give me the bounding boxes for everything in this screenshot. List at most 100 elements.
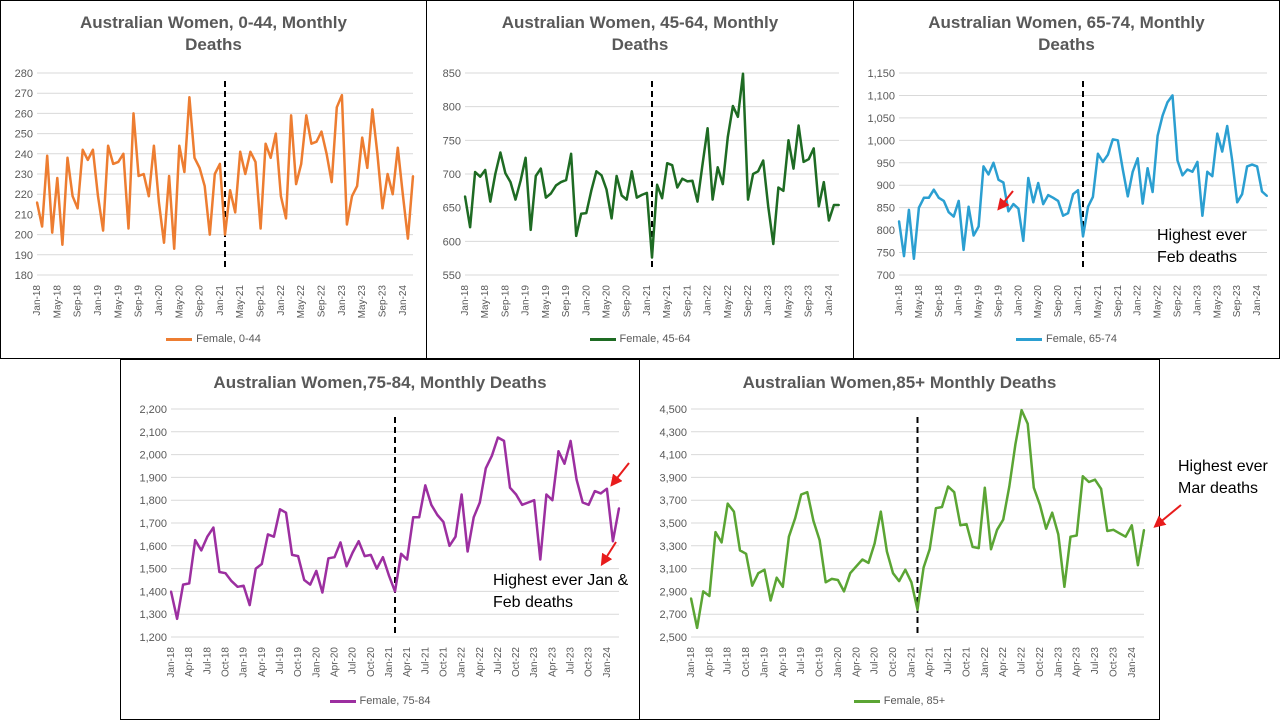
data-point xyxy=(1075,534,1078,537)
data-point xyxy=(757,170,760,173)
data-point xyxy=(430,503,433,506)
x-tick-label: Apr-22 xyxy=(998,647,1009,677)
data-point xyxy=(967,205,970,208)
data-point xyxy=(519,179,522,182)
annotation-arrow xyxy=(610,462,630,487)
data-point xyxy=(188,582,191,585)
data-point xyxy=(1022,239,1025,242)
x-tick-label: May-20 xyxy=(602,285,613,319)
data-point xyxy=(557,450,560,453)
data-point xyxy=(726,502,729,505)
data-point xyxy=(812,147,815,150)
x-tick-label: Sep-22 xyxy=(743,285,754,318)
data-point xyxy=(524,156,527,159)
data-point xyxy=(817,205,820,208)
data-point xyxy=(218,162,221,165)
data-point xyxy=(469,226,472,229)
x-tick-label: Apr-21 xyxy=(402,647,413,677)
x-tick-label: Apr-19 xyxy=(778,647,789,677)
data-point xyxy=(300,162,303,165)
data-point xyxy=(977,225,980,228)
data-point xyxy=(824,581,827,584)
data-point xyxy=(176,617,179,620)
x-tick-label: Jan-20 xyxy=(833,647,844,678)
data-point xyxy=(142,173,145,175)
data-point xyxy=(464,195,466,198)
data-point xyxy=(284,217,287,220)
data-point xyxy=(885,550,888,553)
data-point xyxy=(1176,159,1179,162)
data-point xyxy=(198,166,201,169)
data-point xyxy=(345,223,348,226)
x-tick-label: Oct-18 xyxy=(741,647,752,677)
x-tick-label: Jan-22 xyxy=(703,285,714,316)
x-tick-label: Jan-23 xyxy=(763,285,774,316)
x-tick-label: Sep-18 xyxy=(500,285,511,318)
y-tick-label: 900 xyxy=(877,180,895,192)
data-point xyxy=(494,173,497,175)
data-point xyxy=(787,535,790,538)
data-point xyxy=(904,568,907,571)
y-tick-label: 2,900 xyxy=(659,586,687,598)
data-point xyxy=(529,228,532,231)
data-point xyxy=(1216,132,1219,135)
y-tick-label: 700 xyxy=(443,169,461,181)
data-point xyxy=(375,567,378,570)
data-point xyxy=(1246,165,1249,168)
data-point xyxy=(521,503,524,506)
data-point xyxy=(424,484,427,487)
data-point xyxy=(618,507,620,510)
chart-panel-75-84: Australian Women,75-84, Monthly Deaths 1… xyxy=(120,359,640,720)
x-tick-label: Jul-23 xyxy=(1090,647,1101,675)
y-tick-label: 200 xyxy=(15,230,33,242)
x-tick-label: Jul-23 xyxy=(566,647,577,675)
x-tick-label: Oct-20 xyxy=(888,647,899,677)
x-tick-label: Jan-22 xyxy=(980,647,991,678)
data-point xyxy=(1072,193,1075,196)
data-point xyxy=(504,172,507,175)
data-point xyxy=(208,233,211,236)
data-point xyxy=(714,531,717,534)
x-tick-label: Sep-23 xyxy=(378,285,389,318)
y-tick-label: 280 xyxy=(15,68,33,80)
data-point xyxy=(1081,475,1084,478)
data-point xyxy=(1020,409,1023,412)
legend-swatch xyxy=(329,699,356,703)
data-point xyxy=(479,175,482,178)
data-point xyxy=(1166,101,1169,104)
data-point xyxy=(671,164,674,167)
data-point xyxy=(1100,487,1103,490)
data-point xyxy=(242,584,245,587)
x-tick-label: Jul-21 xyxy=(943,647,954,675)
data-point xyxy=(898,580,901,583)
data-point xyxy=(539,167,542,170)
data-point xyxy=(1126,195,1129,198)
data-point xyxy=(686,180,689,183)
y-tick-label: 3,300 xyxy=(659,541,687,553)
data-point xyxy=(285,511,288,514)
data-point xyxy=(953,491,956,494)
data-point xyxy=(706,127,709,130)
chart-legend: Female, 65-74 xyxy=(854,333,1279,345)
data-point xyxy=(102,229,105,232)
data-point xyxy=(928,548,931,551)
x-tick-label: Sep-23 xyxy=(1232,285,1243,318)
x-tick-label: Jan-22 xyxy=(1133,285,1144,316)
data-point xyxy=(260,563,263,566)
data-point xyxy=(625,198,628,201)
data-point xyxy=(315,140,318,143)
data-point xyxy=(357,540,360,543)
data-point xyxy=(767,205,770,208)
x-tick-label: Sep-19 xyxy=(561,285,572,318)
data-point xyxy=(1012,203,1015,206)
data-point xyxy=(1045,527,1048,530)
data-point xyxy=(651,256,653,259)
x-tick-label: Oct-22 xyxy=(1035,647,1046,677)
x-tick-label: Sep-22 xyxy=(317,285,328,318)
data-point xyxy=(132,112,135,115)
x-tick-label: May-19 xyxy=(541,285,552,319)
chart-title: Australian Women,85+ Monthly Deaths xyxy=(742,373,1057,392)
y-tick-label: 240 xyxy=(15,149,33,161)
data-point xyxy=(1038,503,1041,506)
data-point xyxy=(769,599,772,602)
